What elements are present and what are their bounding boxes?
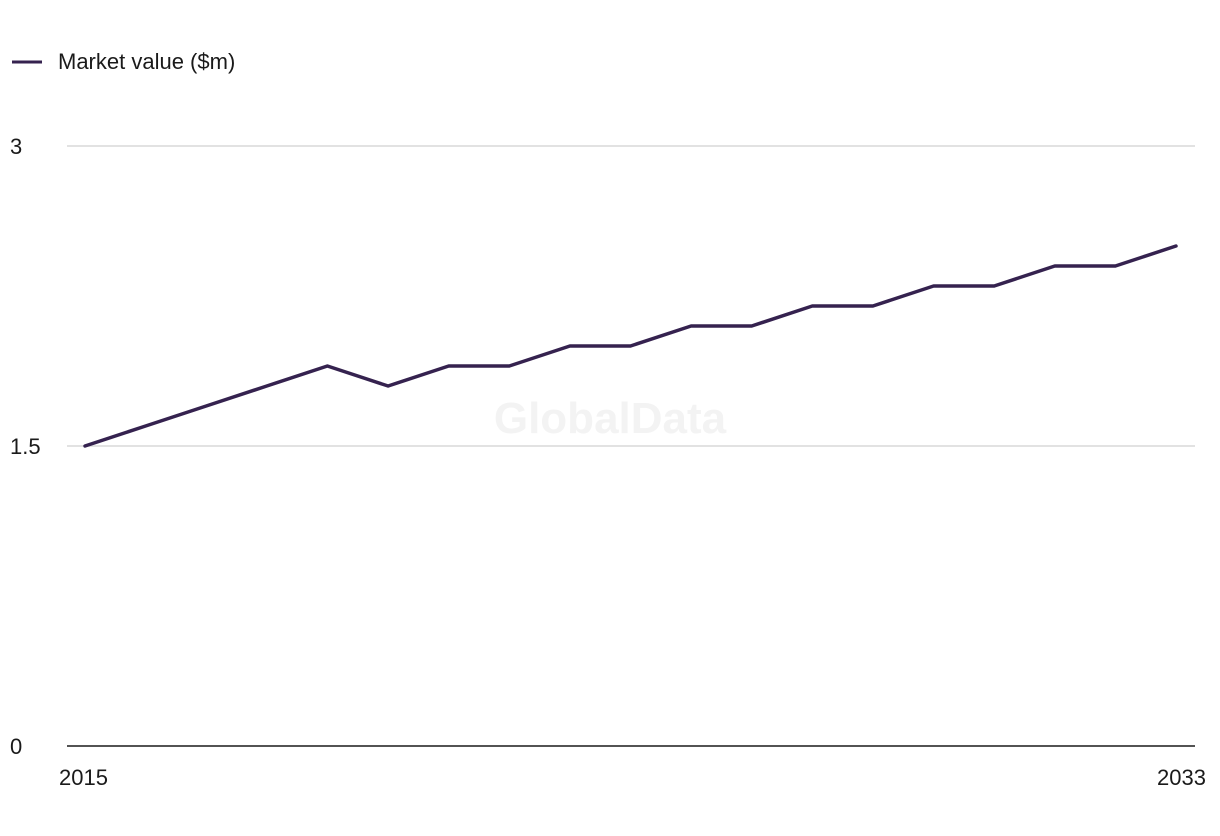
x-tick-labels: 2015 2033 <box>59 765 1206 790</box>
y-tick-label: 3 <box>10 134 22 159</box>
watermark: GlobalData <box>494 394 727 443</box>
y-tick-labels: 01.53 <box>10 134 41 759</box>
gridlines <box>67 145 1195 447</box>
series-layer <box>83 244 1178 448</box>
series-line <box>83 244 1178 448</box>
x-tick-label: 2015 <box>59 765 108 790</box>
y-tick-label: 1.5 <box>10 434 41 459</box>
legend-label: Market value ($m) <box>58 49 235 74</box>
x-tick-label: 2033 <box>1157 765 1206 790</box>
y-tick-label: 0 <box>10 734 22 759</box>
legend: Market value ($m) <box>12 49 235 74</box>
